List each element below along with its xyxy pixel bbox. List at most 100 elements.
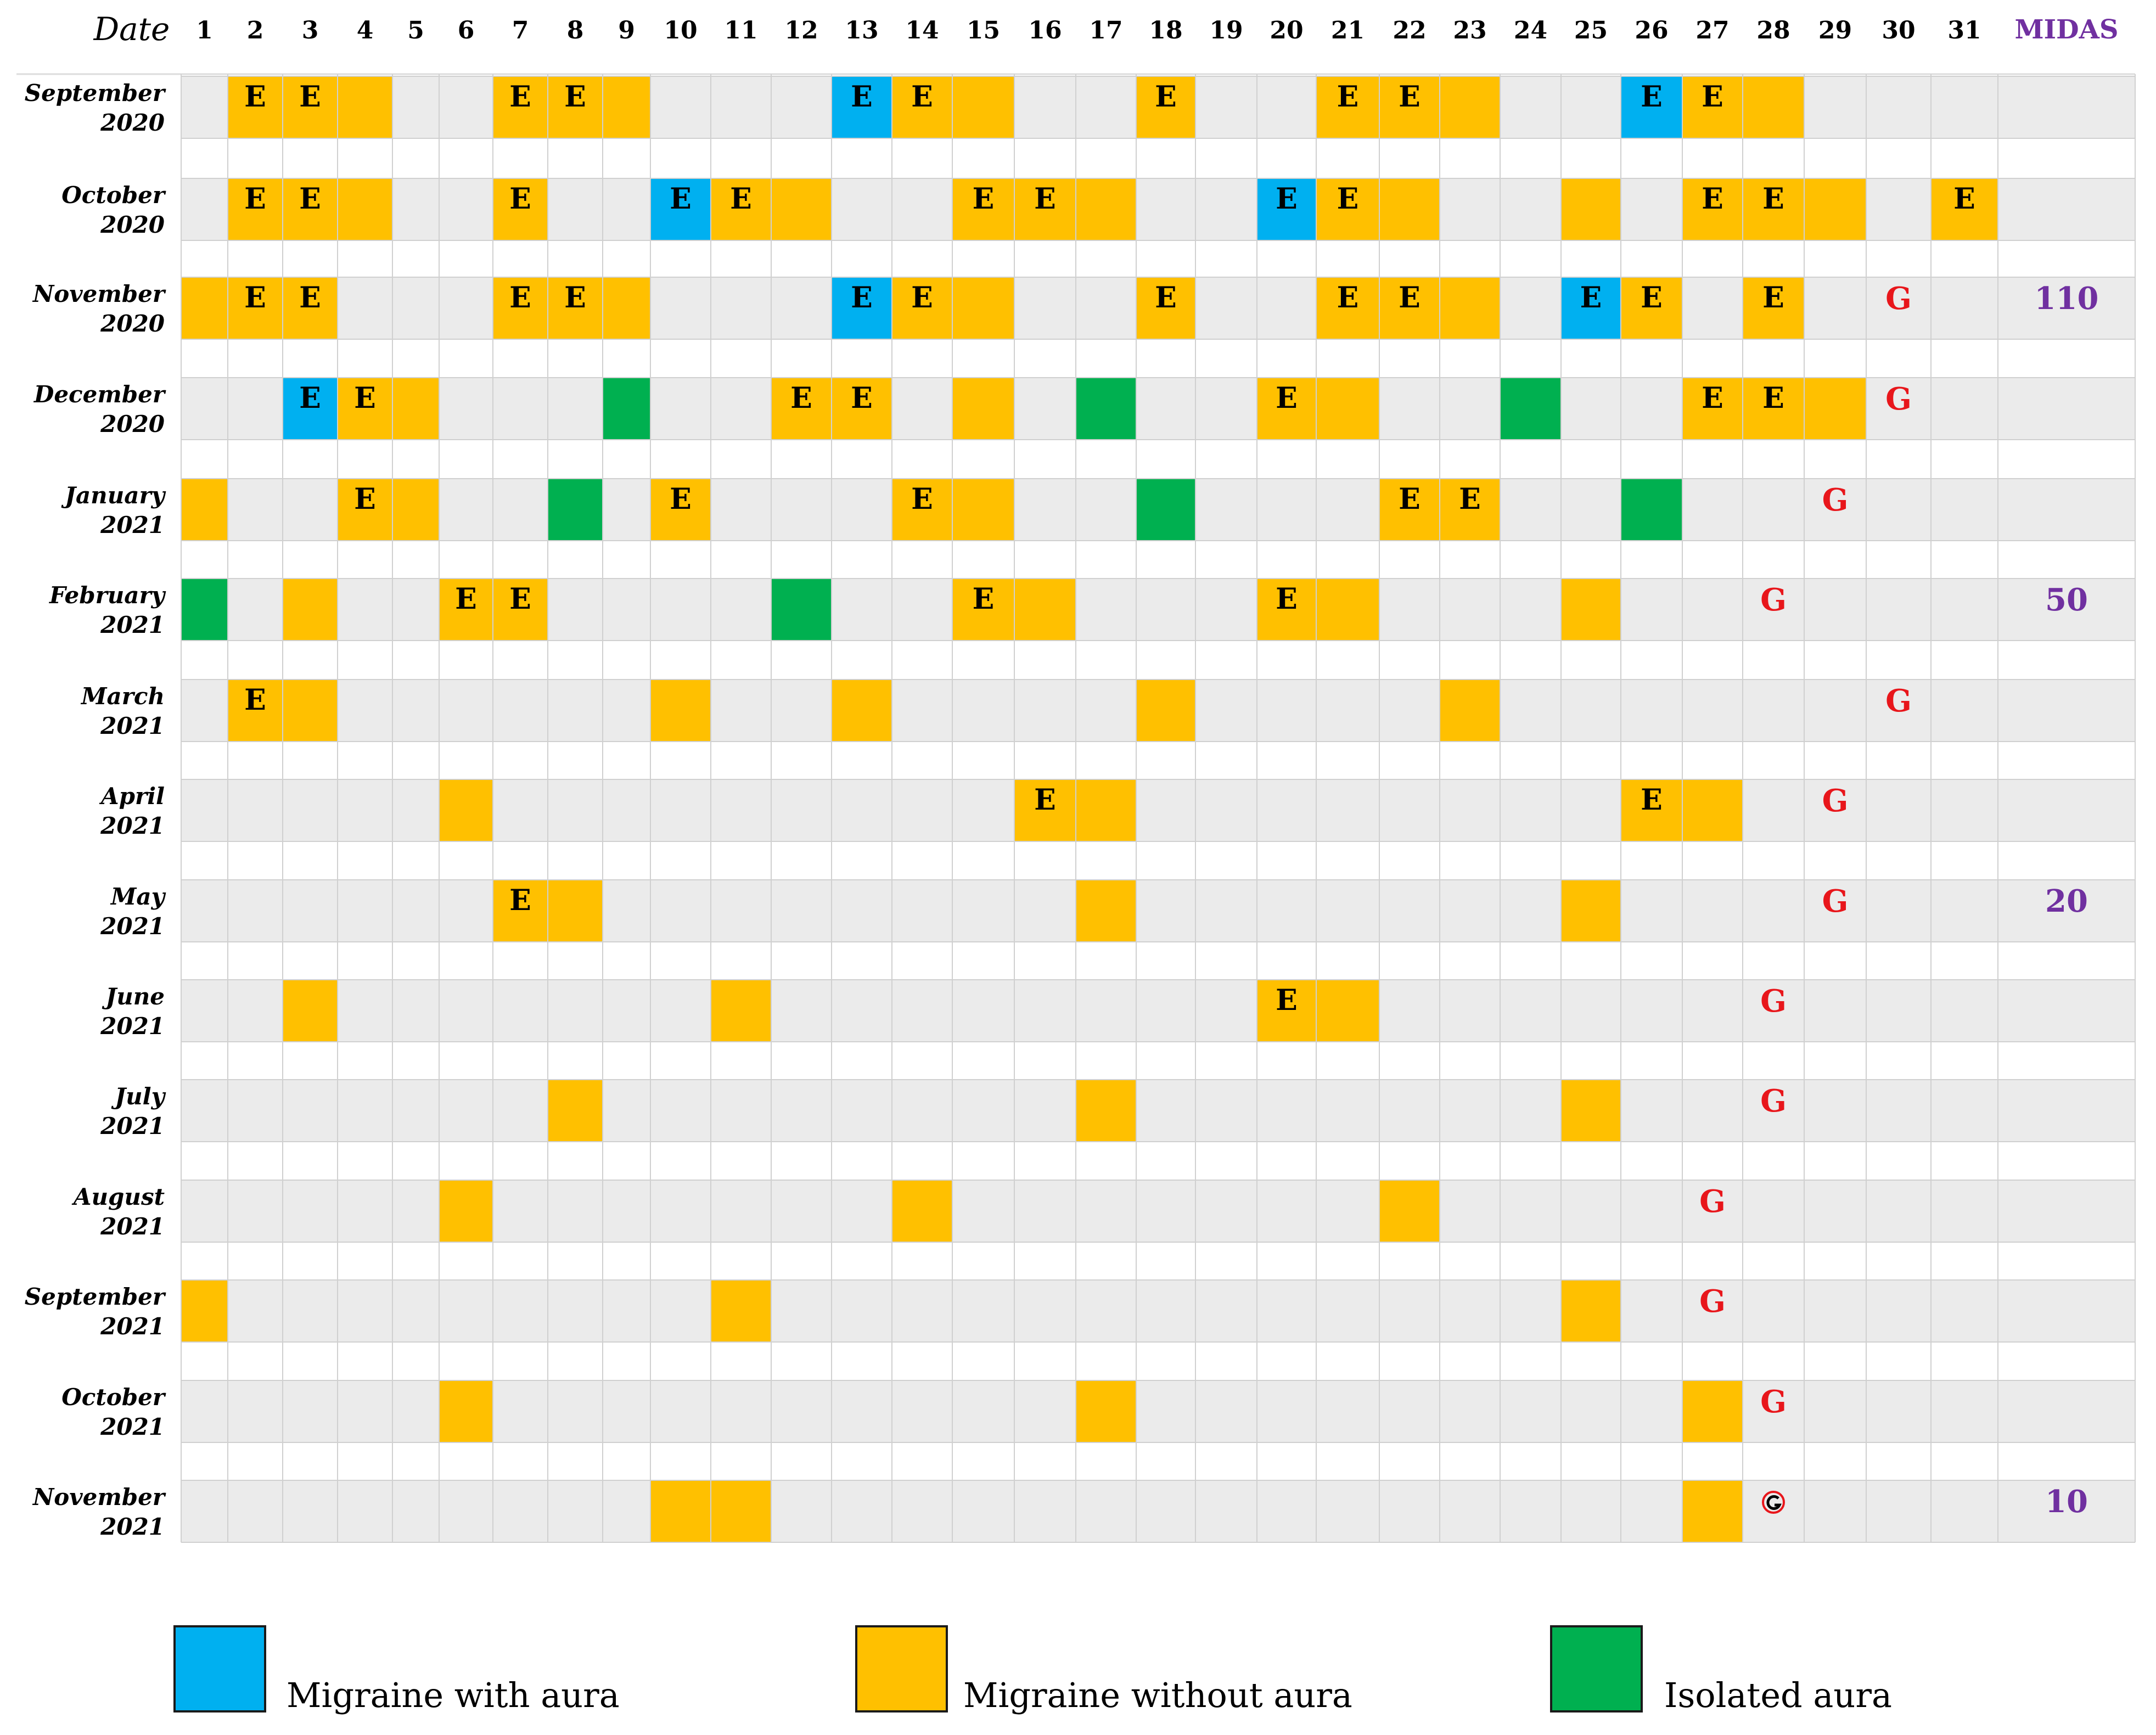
cell-migraine-without-aura: [953, 77, 1014, 138]
e-mark-label: E: [1702, 381, 1723, 415]
row-month-label: February: [49, 582, 166, 609]
cell-isolated-aura: [603, 378, 650, 439]
e-mark-label: E: [1155, 80, 1177, 114]
cell-migraine-without-aura: [493, 579, 547, 640]
cell-migraine-without-aura: [548, 77, 602, 138]
cell-migraine-without-aura: [440, 780, 492, 841]
row-band: [181, 1380, 2135, 1442]
row-band: [181, 1180, 2135, 1242]
cell-migraine-without-aura: [1380, 479, 1439, 540]
e-mark-label: E: [1337, 182, 1359, 216]
e-mark-label: E: [244, 182, 266, 216]
day-tick-label: 16: [1028, 16, 1062, 44]
e-mark-label: E: [1276, 984, 1298, 1017]
cell-migraine-without-aura: [1743, 77, 1804, 138]
e-mark-label: E: [1276, 182, 1298, 216]
day-tick-label: 13: [845, 16, 878, 44]
cell-migraine-with-aura: [1562, 278, 1620, 339]
cell-migraine-without-aura: [283, 680, 337, 741]
month-row: September 2021 G: [25, 1281, 1726, 1341]
midas-value: 10: [2045, 1484, 2088, 1520]
e-mark-label: E: [1641, 80, 1663, 114]
day-tick-label: 22: [1393, 16, 1426, 44]
e-mark-label: E: [1034, 182, 1056, 216]
day-tick-label: 21: [1331, 16, 1365, 44]
day-tick-label: 14: [905, 16, 939, 44]
cell-migraine-without-aura: [228, 278, 282, 339]
e-mark-label: E: [1399, 80, 1421, 114]
cell-migraine-without-aura: [493, 880, 547, 941]
cell-isolated-aura: [1501, 378, 1560, 439]
cell-isolated-aura: [1137, 479, 1195, 540]
day-tick-label: 31: [1947, 16, 1981, 44]
cell-migraine-without-aura: [1440, 278, 1500, 339]
cell-migraine-without-aura: [892, 479, 952, 540]
row-band: [181, 1480, 2135, 1542]
e-mark-label: E: [299, 281, 321, 315]
day-tick-label: 27: [1695, 16, 1729, 44]
row-month-label: June: [102, 983, 165, 1010]
row-month-label: November: [32, 280, 166, 307]
cell-migraine-without-aura: [182, 278, 227, 339]
cell-migraine-without-aura: [182, 1281, 227, 1341]
cell-migraine-without-aura: [338, 479, 392, 540]
e-mark-label: E: [851, 281, 873, 315]
cell-migraine-without-aura: [393, 378, 439, 439]
cell-migraine-without-aura: [651, 1481, 710, 1542]
g-mark-label: G: [1699, 1283, 1726, 1320]
g-mark-label: G: [1885, 280, 1912, 317]
day-tick-label: 18: [1149, 16, 1182, 44]
cell-migraine-without-aura: [1076, 780, 1136, 841]
cell-migraine-without-aura: [1621, 780, 1682, 841]
month-row: January 2021 E E E E E G: [61, 479, 1848, 540]
legend-swatch: [1550, 1625, 1643, 1712]
day-tick-label: 17: [1089, 16, 1122, 44]
day-tick-label: 2: [247, 16, 264, 44]
g-mark-label: G: [1822, 783, 1849, 819]
cell-migraine-without-aura: [1805, 378, 1866, 439]
cell-migraine-without-aura: [440, 579, 492, 640]
e-mark-label: E: [564, 80, 586, 114]
cell-migraine-without-aura: [603, 278, 650, 339]
e-mark-label: E: [1762, 182, 1784, 216]
day-tick-label: 10: [664, 16, 697, 44]
cell-migraine-without-aura: [493, 179, 547, 240]
cell-migraine-without-aura: [1317, 378, 1379, 439]
cell-migraine-without-aura: [1440, 479, 1500, 540]
e-mark-label: E: [244, 683, 266, 717]
cell-migraine-without-aura: [1015, 579, 1075, 640]
cell-migraine-without-aura: [1743, 179, 1804, 240]
row-year-label: 2021: [100, 1013, 165, 1040]
e-mark-label: E: [670, 182, 692, 216]
day-tick-label: 6: [458, 16, 475, 44]
cell-migraine-without-aura: [1683, 1481, 1742, 1542]
cell-isolated-aura: [182, 579, 227, 640]
cell-migraine-without-aura: [1743, 378, 1804, 439]
row-year-label: 2021: [100, 913, 165, 940]
cell-migraine-without-aura: [1076, 880, 1136, 941]
cell-migraine-without-aura: [283, 278, 337, 339]
cell-migraine-without-aura: [1743, 278, 1804, 339]
e-mark-label: E: [1702, 80, 1723, 114]
cell-migraine-without-aura: [182, 479, 227, 540]
cell-migraine-without-aura: [228, 680, 282, 741]
cell-migraine-without-aura: [953, 179, 1014, 240]
cell-migraine-with-aura: [651, 179, 710, 240]
row-year-label: 2021: [100, 1113, 165, 1139]
circle-g-icon: [1762, 1491, 1785, 1514]
g-mark-label: G: [1760, 582, 1787, 618]
e-mark-label: E: [1580, 281, 1602, 315]
day-tick-label: 3: [302, 16, 319, 44]
cell-migraine-without-aura: [548, 1080, 602, 1141]
cell-migraine-without-aura: [1137, 278, 1195, 339]
cell-isolated-aura: [1076, 378, 1136, 439]
day-tick-label: 29: [1818, 16, 1852, 44]
e-mark-label: E: [244, 80, 266, 114]
row-year-label: 2021: [100, 611, 165, 638]
row-band: [181, 1280, 2135, 1342]
header-row: Date 1 2 3 4 5 6 7 8 9 10 11 12 13 14 15 16 17 18 19 20 21 22 2…: [93, 10, 2119, 48]
